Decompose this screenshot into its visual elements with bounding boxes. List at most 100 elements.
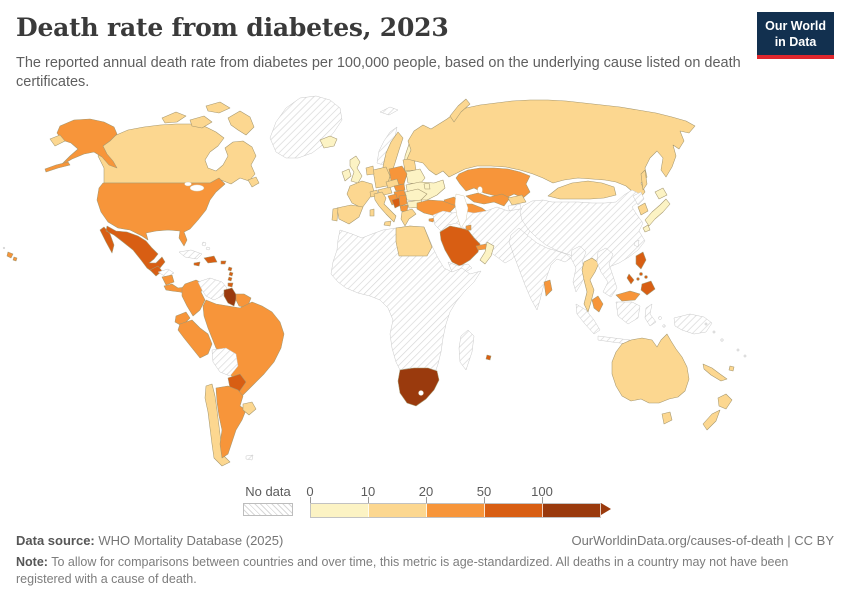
country-united-states[interactable]: [6, 118, 226, 262]
country-guyana[interactable]: [223, 287, 238, 307]
country-cyprus[interactable]: [428, 217, 436, 223]
country-serbia[interactable]: [398, 194, 408, 207]
legend-tickmark: [484, 497, 485, 503]
country-egypt[interactable]: [395, 225, 433, 257]
country-kazakhstan[interactable]: [455, 167, 531, 199]
country-russia[interactable]: [49, 98, 696, 199]
country-brazil[interactable]: [202, 299, 285, 399]
owid-logo-line2: in Data: [774, 34, 817, 49]
country-jamaica[interactable]: [193, 261, 201, 267]
note-text: To allow for comparisons between countri…: [16, 555, 789, 586]
country-kyrgyzstan[interactable]: [507, 194, 527, 206]
country-sri-lanka[interactable]: [543, 279, 553, 297]
country-peru[interactable]: [177, 319, 213, 359]
legend-tick-20: 20: [418, 484, 434, 499]
country-north-korea[interactable]: [632, 191, 645, 206]
country-papua-new-guinea[interactable]: [673, 313, 713, 335]
legend-tick-0: 0: [306, 484, 314, 499]
country-slovakia[interactable]: [393, 183, 406, 192]
data-source-label: Data source:: [16, 533, 95, 548]
country-puerto-rico[interactable]: [220, 260, 227, 265]
lesotho: [418, 390, 424, 396]
country-cuba[interactable]: [178, 249, 203, 260]
country-belarus[interactable]: [405, 168, 426, 185]
country-honduras[interactable]: [157, 268, 175, 278]
legend-tick-10: 10: [360, 484, 376, 499]
country-south-africa[interactable]: [397, 367, 440, 407]
country-uruguay[interactable]: [242, 401, 257, 416]
legend-tick-50: 50: [476, 484, 492, 499]
owid-logo[interactable]: Our World in Data: [757, 12, 834, 60]
owid-link[interactable]: OurWorldinData.org/causes-of-death | CC …: [571, 533, 834, 548]
country-lesser-antilles[interactable]: [227, 266, 234, 282]
country-madagascar[interactable]: [458, 329, 475, 371]
country-united-kingdom[interactable]: [349, 155, 363, 184]
note-label: Note:: [16, 555, 48, 569]
aral-sea: [477, 186, 483, 194]
country-new-zealand[interactable]: [702, 393, 733, 431]
country-argentina[interactable]: [215, 385, 247, 459]
legend-arrow: [601, 503, 611, 515]
country-netherlands-belgium[interactable]: [365, 165, 375, 176]
chart-subtitle: The reported annual death rate from diab…: [16, 55, 741, 91]
legend-band-4[interactable]: [543, 504, 601, 517]
country-venezuela[interactable]: [197, 277, 228, 301]
caspian-sea: [454, 193, 469, 229]
country-kuwait[interactable]: [465, 224, 472, 231]
country-saudi-arabia[interactable]: [439, 225, 481, 267]
country-uzbekistan[interactable]: [465, 192, 511, 207]
legend-colorbar: [310, 503, 601, 518]
country-bahamas[interactable]: [201, 241, 211, 251]
country-paraguay[interactable]: [227, 373, 247, 393]
country-philippines[interactable]: [626, 251, 656, 296]
great-lakes-upper: [184, 181, 192, 187]
data-source-value: WHO Mortality Database (2025): [94, 533, 284, 548]
country-china[interactable]: [519, 189, 646, 268]
country-italy[interactable]: [369, 191, 397, 227]
page-title: Death rate from diabetes, 2023: [16, 13, 449, 42]
country-indonesia[interactable]: [575, 301, 666, 345]
country-oman[interactable]: [479, 241, 495, 265]
country-chile[interactable]: [204, 383, 231, 467]
legend-no-data-label: No data: [245, 484, 291, 499]
country-germany[interactable]: [372, 166, 391, 189]
country-canada[interactable]: [97, 101, 260, 188]
legend-band-0[interactable]: [311, 504, 369, 517]
country-south-korea[interactable]: [637, 202, 649, 216]
world-choropleth-map[interactable]: [0, 95, 850, 480]
country-falkland[interactable]: [245, 454, 254, 461]
legend-band-3[interactable]: [485, 504, 543, 517]
legend-tickmark: [542, 497, 543, 503]
legend-band-2[interactable]: [427, 504, 485, 517]
country-indochina[interactable]: [596, 247, 618, 298]
country-myanmar[interactable]: [570, 245, 587, 293]
legend-no-data-swatch[interactable]: [243, 503, 293, 516]
country-australia[interactable]: [611, 333, 690, 425]
country-mexico[interactable]: [99, 225, 166, 274]
country-mongolia[interactable]: [547, 180, 617, 200]
data-source-line: Data source: WHO Mortality Database (202…: [16, 533, 283, 548]
country-greenland[interactable]: [269, 95, 343, 159]
country-svalbard[interactable]: [379, 106, 399, 116]
country-spain[interactable]: [336, 204, 364, 225]
owid-logo-line1: Our World: [765, 19, 826, 33]
country-nicaragua[interactable]: [161, 274, 175, 286]
country-france[interactable]: [346, 180, 375, 209]
country-ireland[interactable]: [341, 168, 352, 182]
country-japan[interactable]: [642, 187, 671, 233]
country-portugal[interactable]: [331, 207, 339, 222]
legend-band-1[interactable]: [369, 504, 427, 517]
great-lakes: [189, 184, 205, 192]
country-hispaniola[interactable]: [203, 255, 218, 264]
country-bolivia[interactable]: [211, 347, 239, 377]
legend-tick-100: 100: [531, 484, 553, 499]
country-norway[interactable]: [376, 126, 398, 166]
country-moldova[interactable]: [423, 182, 431, 190]
country-iceland[interactable]: [319, 135, 338, 149]
country-new-caledonia-fiji[interactable]: [702, 363, 735, 382]
country-trinidad[interactable]: [227, 282, 234, 288]
country-mauritius[interactable]: [485, 354, 492, 361]
country-india[interactable]: [508, 227, 572, 311]
country-taiwan[interactable]: [633, 239, 640, 248]
country-malaysia[interactable]: [591, 290, 641, 313]
